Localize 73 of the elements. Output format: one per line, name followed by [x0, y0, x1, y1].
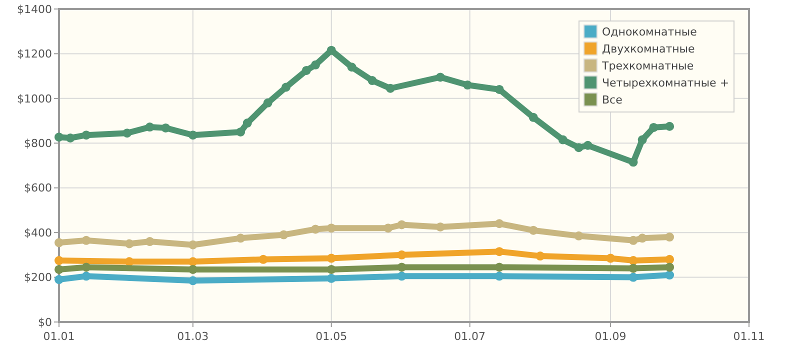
point: [397, 220, 406, 230]
point: [236, 127, 246, 136]
x-tick-label: 01.09: [594, 330, 626, 343]
point: [386, 84, 395, 93]
point: [665, 254, 674, 264]
point: [558, 135, 568, 144]
y-tick-label: $600: [24, 182, 52, 195]
point: [302, 66, 311, 75]
point: [463, 80, 472, 90]
point: [397, 250, 406, 260]
point: [347, 62, 356, 72]
point: [263, 98, 272, 108]
point: [310, 60, 320, 70]
point: [665, 262, 674, 272]
point: [583, 140, 592, 150]
point: [397, 272, 406, 281]
point: [628, 272, 638, 282]
legend-label: Четырехкомнатные +: [602, 76, 730, 90]
y-tick-label: $800: [24, 136, 52, 150]
point: [188, 264, 198, 274]
point: [397, 262, 406, 272]
point: [574, 231, 584, 240]
point: [258, 254, 268, 264]
point: [528, 112, 538, 122]
point: [665, 122, 674, 131]
point: [638, 135, 647, 144]
point: [536, 252, 545, 261]
x-tick-label: 01.03: [177, 330, 209, 343]
point: [281, 82, 290, 92]
point: [494, 262, 504, 272]
point: [326, 224, 336, 233]
point: [528, 226, 538, 235]
legend-label: Однокомнатные: [602, 25, 698, 38]
point: [638, 234, 647, 243]
point: [326, 254, 336, 263]
point: [628, 158, 638, 167]
point: [384, 224, 393, 233]
point: [436, 222, 445, 232]
point: [628, 264, 638, 273]
x-tick-label: 01.11: [733, 330, 765, 343]
point: [649, 122, 658, 132]
point: [494, 247, 504, 256]
point: [494, 272, 504, 281]
point: [188, 130, 198, 140]
x-tick-label: 01.01: [43, 330, 75, 343]
legend-label: Двухкомнатные: [602, 42, 695, 56]
point: [574, 143, 584, 152]
point: [606, 254, 616, 263]
point: [310, 224, 320, 234]
point: [326, 46, 336, 55]
point: [326, 264, 336, 274]
point: [665, 270, 674, 280]
point: [494, 84, 504, 94]
point: [236, 234, 246, 243]
point: [326, 274, 336, 283]
point: [436, 72, 445, 82]
y-tick-label: $0: [38, 316, 52, 329]
legend-label: Все: [602, 93, 623, 106]
y-tick-label: $1400: [17, 2, 52, 16]
point: [368, 76, 377, 86]
point: [494, 219, 504, 228]
y-tick-label: $1000: [17, 92, 52, 106]
point: [242, 118, 252, 128]
y-tick-label: $400: [24, 226, 52, 240]
point: [628, 256, 638, 266]
point: [665, 232, 674, 242]
x-tick-label: 01.07: [454, 330, 486, 343]
y-tick-label: $1200: [17, 48, 52, 61]
point: [628, 236, 638, 245]
legend-label: Трехкомнатные: [601, 59, 694, 72]
y-tick-label: $200: [24, 271, 52, 284]
x-tick-label: 01.05: [316, 330, 348, 343]
point: [279, 230, 288, 240]
